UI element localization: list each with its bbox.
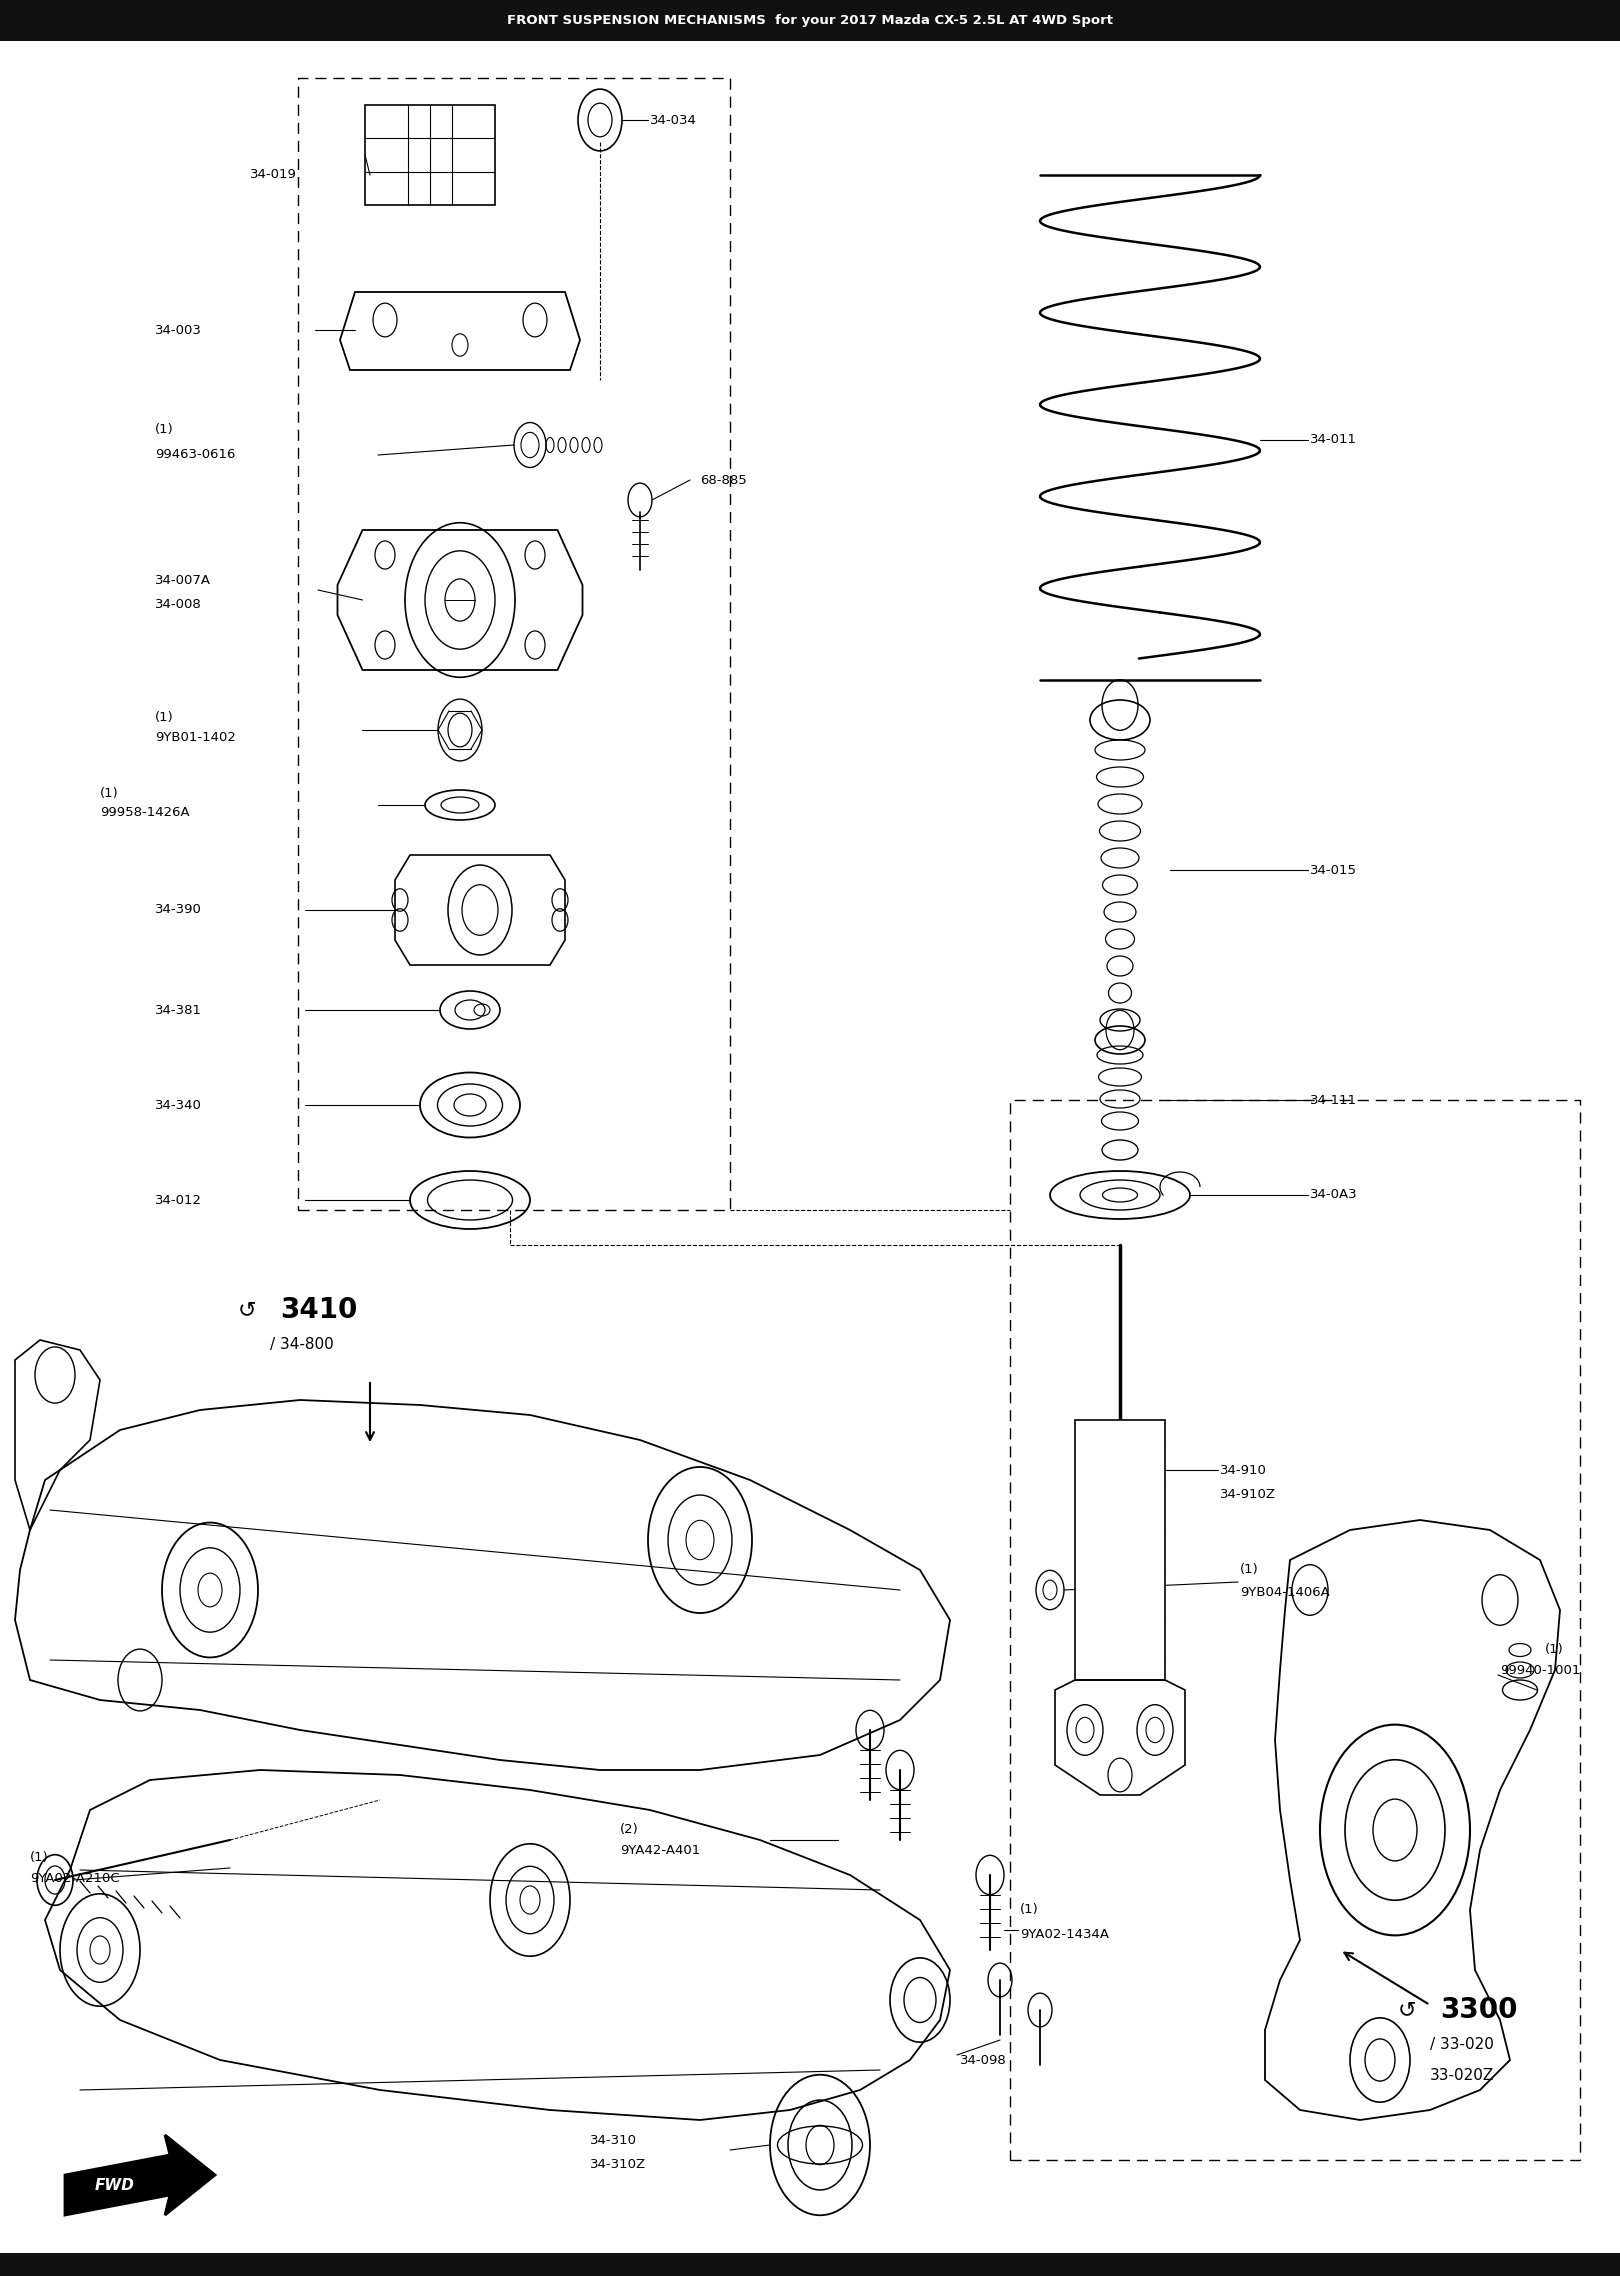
- Text: 34-390: 34-390: [156, 904, 202, 917]
- Text: 9YA02-A210C: 9YA02-A210C: [31, 1871, 120, 1885]
- Text: 34-012: 34-012: [156, 1193, 202, 1206]
- Text: (1): (1): [1021, 1903, 1038, 1916]
- Text: 9YA02-1434A: 9YA02-1434A: [1021, 1928, 1110, 1941]
- Text: 34-381: 34-381: [156, 1004, 202, 1017]
- Text: 34-034: 34-034: [650, 114, 697, 127]
- Text: (2): (2): [620, 1823, 638, 1837]
- Text: 3300: 3300: [1440, 1996, 1518, 2023]
- Text: (1): (1): [1545, 1643, 1563, 1657]
- Text: $\circlearrowleft$: $\circlearrowleft$: [233, 1300, 256, 1320]
- Text: 34-019: 34-019: [249, 168, 296, 182]
- Text: 34-007A: 34-007A: [156, 574, 211, 587]
- Text: 34-098: 34-098: [961, 2053, 1006, 2067]
- Text: 68-885: 68-885: [700, 473, 747, 487]
- Text: FWD: FWD: [96, 2178, 134, 2192]
- Text: / 33-020: / 33-020: [1430, 2037, 1494, 2053]
- Text: (1): (1): [100, 787, 118, 799]
- Text: 34-340: 34-340: [156, 1099, 202, 1111]
- Text: 9YA42-A401: 9YA42-A401: [620, 1844, 700, 1857]
- Bar: [0, 2253, 1620, 2276]
- Text: (1): (1): [156, 423, 173, 437]
- Text: 34-310Z: 34-310Z: [590, 2158, 646, 2171]
- Text: (1): (1): [1239, 1564, 1259, 1577]
- Text: / 34-800: / 34-800: [271, 1338, 334, 1352]
- Text: 3410: 3410: [280, 1295, 358, 1325]
- Text: (1): (1): [156, 712, 173, 724]
- Text: $\circlearrowleft$: $\circlearrowleft$: [1393, 2001, 1416, 2021]
- Text: (1): (1): [31, 1850, 49, 1864]
- Text: 9YB04-1406A: 9YB04-1406A: [1239, 1586, 1330, 1598]
- Text: 34-015: 34-015: [1311, 863, 1358, 876]
- Text: 34-910: 34-910: [1220, 1463, 1267, 1477]
- Text: FRONT SUSPENSION MECHANISMS  for your 2017 Mazda CX-5 2.5L AT 4WD Sport: FRONT SUSPENSION MECHANISMS for your 201…: [507, 14, 1113, 27]
- Text: 33-020Z: 33-020Z: [1430, 2067, 1494, 2083]
- Text: 34-0A3: 34-0A3: [1311, 1188, 1358, 1202]
- Text: 9YB01-1402: 9YB01-1402: [156, 731, 237, 744]
- Text: 99958-1426A: 99958-1426A: [100, 806, 190, 819]
- Polygon shape: [65, 2135, 215, 2215]
- Text: 99463-0616: 99463-0616: [156, 448, 235, 462]
- Text: 34-003: 34-003: [156, 323, 202, 337]
- Text: 99940-1001: 99940-1001: [1500, 1664, 1581, 1677]
- Text: 34-910Z: 34-910Z: [1220, 1489, 1277, 1502]
- Bar: [0, 0, 1620, 41]
- Text: 34-011: 34-011: [1311, 432, 1358, 446]
- Bar: [364, 105, 496, 205]
- Text: 34-310: 34-310: [590, 2133, 637, 2146]
- Text: 34-008: 34-008: [156, 599, 202, 612]
- Text: 34-111: 34-111: [1311, 1092, 1358, 1106]
- Bar: [1076, 1420, 1165, 1680]
